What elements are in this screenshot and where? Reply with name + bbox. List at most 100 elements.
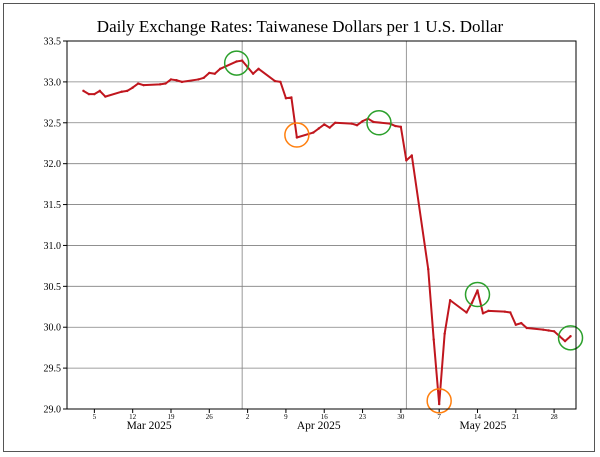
data-point: [465, 311, 468, 314]
data-point: [82, 89, 85, 93]
annotation-circle: [366, 110, 392, 136]
grid: [67, 40, 576, 410]
chart-frame: [3, 3, 595, 452]
x-tick-label: 19: [167, 413, 175, 421]
data-point: [180, 80, 184, 84]
x-tick-label: 12: [129, 413, 137, 421]
data-point: [202, 76, 206, 80]
data-point: [197, 78, 200, 81]
data-point: [563, 339, 567, 343]
x-tick-label: 9: [284, 413, 288, 421]
annotation-circle: [464, 281, 491, 308]
data-point: [552, 330, 556, 333]
y-tick-label: 32.0: [44, 159, 62, 170]
data-point: [240, 59, 244, 62]
y-tick-label: 29.5: [44, 364, 62, 375]
x-month-label: May 2025: [459, 420, 506, 432]
data-point: [251, 72, 255, 75]
data-point: [520, 321, 523, 325]
y-tick-label: 31.0: [44, 241, 62, 252]
data-point: [427, 267, 430, 271]
y-tick-label: 30.5: [44, 282, 62, 293]
data-point: [503, 310, 507, 313]
data-point: [219, 67, 222, 71]
data-point: [126, 89, 129, 93]
data-point: [394, 124, 397, 128]
y-tick-label: 33.5: [44, 37, 62, 48]
x-tick-label: 14: [474, 413, 482, 421]
y-tick-label: 32.5: [44, 118, 62, 129]
x-tick-label: 5: [93, 413, 97, 421]
chart-title: Daily Exchange Rates: Taiwanese Dollars …: [97, 17, 504, 36]
annotation-circle: [557, 325, 584, 351]
data-point: [448, 299, 452, 302]
data-point: [290, 96, 293, 99]
data-point: [323, 123, 326, 126]
data-point: [350, 122, 353, 125]
x-tick-label: 26: [206, 413, 214, 421]
data-point: [273, 79, 277, 83]
y-tick-label: 33.0: [44, 77, 62, 88]
data-point: [399, 125, 403, 129]
y-tick-label: 30.0: [44, 323, 62, 334]
data-point: [443, 332, 446, 335]
data-point: [405, 159, 408, 162]
data-point: [410, 154, 414, 157]
plot-area-border: [66, 40, 577, 410]
x-tick-label: 21: [512, 413, 520, 421]
data-point: [142, 83, 145, 87]
data-point: [437, 402, 441, 406]
x-month-label: Apr 2025: [297, 420, 341, 432]
data-point: [208, 71, 211, 75]
data-point: [93, 92, 96, 96]
data-point: [569, 335, 572, 338]
data-point: [470, 301, 474, 304]
data-point: [213, 72, 216, 75]
data-point: [235, 60, 238, 63]
series-layer: [82, 59, 572, 406]
data-point: [158, 83, 162, 86]
data-point: [481, 312, 485, 315]
data-point: [284, 97, 288, 100]
data-point: [355, 124, 359, 127]
data-point: [432, 338, 435, 341]
x-month-label: Mar 2025: [127, 420, 172, 432]
data-point: [317, 127, 320, 130]
data-point: [547, 329, 550, 332]
y-tick-label: 31.5: [44, 200, 62, 211]
data-point: [509, 311, 512, 314]
data-point: [175, 79, 178, 82]
exchange-rate-line: [82, 59, 572, 406]
x-tick-label: 23: [359, 413, 367, 421]
x-tick-label: 30: [397, 413, 405, 421]
data-point: [541, 328, 545, 331]
annotation-circle: [426, 388, 452, 414]
data-point: [169, 78, 173, 81]
x-tick-label: 7: [437, 413, 441, 421]
x-axis: 5 12 19 26 2 9 16 23 30 7 14 21 28 Mar 2025 Apr 2025 Ma…: [93, 409, 558, 432]
data-point: [361, 119, 364, 123]
data-point: [295, 136, 299, 139]
data-point: [164, 82, 167, 85]
annotation-circle: [223, 50, 250, 76]
x-tick-label: 16: [321, 413, 329, 421]
data-point: [487, 309, 490, 313]
data-point: [136, 82, 140, 85]
data-point: [257, 67, 260, 71]
annotation-layer: [223, 50, 584, 414]
annotation-circle: [284, 122, 310, 148]
data-point: [312, 131, 315, 134]
data-point: [120, 90, 123, 93]
data-point: [476, 289, 479, 292]
data-point: [131, 86, 134, 89]
data-point: [279, 80, 282, 84]
y-axis: 29.0 29.5 30.0 30.5 31.0 31.5 32.0 32.5 33.0 33.5: [44, 37, 67, 416]
data-point: [98, 89, 102, 93]
data-point: [328, 126, 331, 129]
data-point: [525, 326, 528, 330]
data-point: [372, 120, 375, 124]
data-point: [104, 95, 107, 98]
y-tick-label: 29.0: [44, 405, 62, 416]
x-tick-label: 2: [246, 413, 250, 421]
